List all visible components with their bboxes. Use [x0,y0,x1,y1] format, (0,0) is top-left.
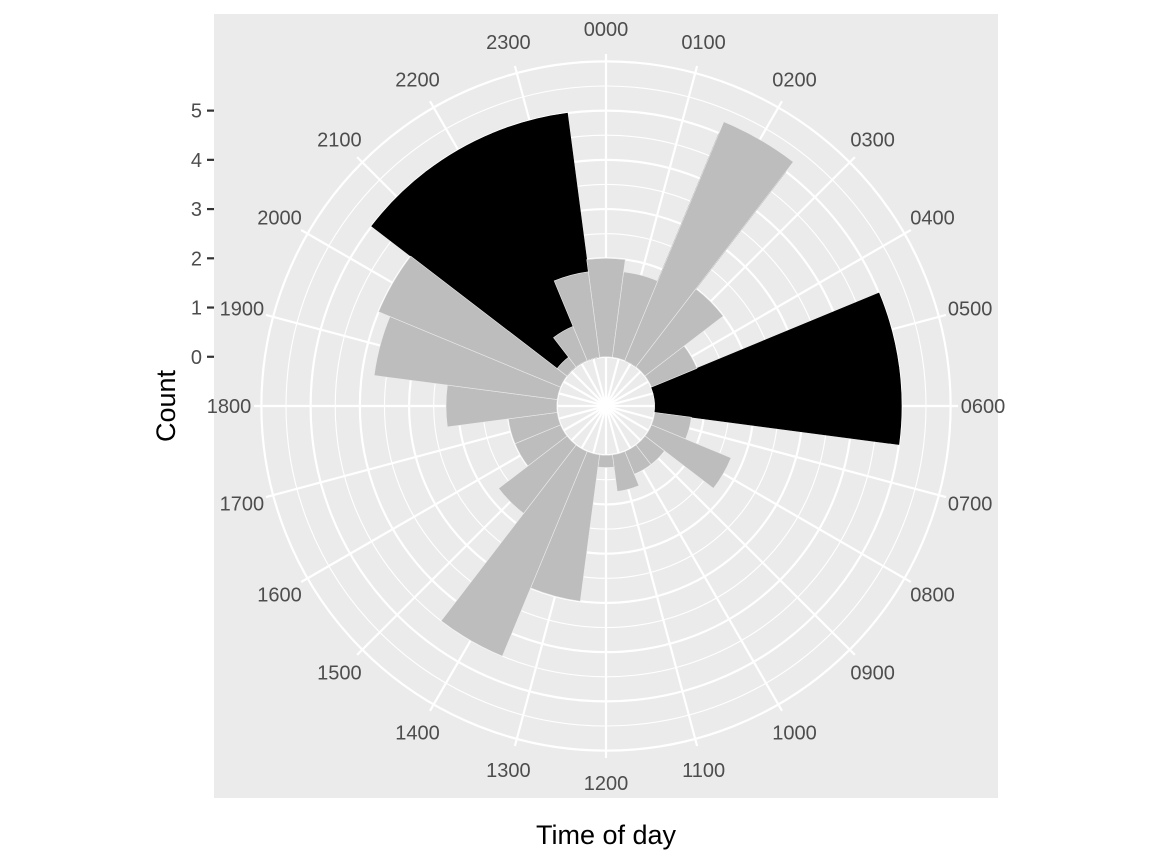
radial-tick-label: 1 [191,298,202,320]
angle-tick-label: 1500 [317,663,362,685]
radial-axis: 0 1 2 3 4 5 [191,101,214,369]
angle-tick-label: 1800 [207,396,252,418]
angle-tick-label: 0600 [961,396,1006,418]
angle-tick-label: 0000 [584,19,629,41]
angular-tick-labels: 0000 0100 0200 0300 0400 0500 0600 0700 0800 0900… [207,19,1006,795]
angle-tick-label: 0400 [910,208,955,230]
angle-tick-label: 0100 [681,32,726,54]
bar-1400 [440,444,588,657]
angle-tick-label: 0500 [948,298,993,320]
angle-tick-label: 1600 [257,585,302,607]
bar-0200 [624,121,794,368]
angle-tick-label: 0800 [910,585,955,607]
radial-tick-label: 0 [191,347,202,369]
radial-tick-label: 2 [191,248,202,270]
angle-tick-label: 1400 [395,722,440,744]
angle-tick-label: 1300 [486,760,531,782]
angle-tick-label: 2200 [395,70,440,92]
bar-1200 [597,454,615,468]
angle-tick-label: 1700 [220,494,265,516]
radial-tick-label: 5 [191,101,202,123]
angle-tick-label: 1900 [220,298,265,320]
angle-tick-label: 2100 [317,129,362,151]
y-axis-title: Count [151,369,181,442]
bar-0400 [644,345,698,388]
bar-0600 [654,367,902,445]
bar-layer [371,112,902,657]
angle-tick-label: 0900 [850,663,895,685]
angle-tick-label: 0700 [948,494,993,516]
radial-tick-label: 3 [191,199,202,221]
angle-tick-label: 0200 [772,70,817,92]
radial-tick-label: 4 [191,150,202,172]
angle-tick-label: 2300 [486,32,531,54]
bar-2300 [553,271,600,361]
angle-tick-label: 2000 [257,208,302,230]
angle-tick-label: 0300 [850,129,895,151]
angle-tick-label: 1200 [584,773,629,795]
angle-tick-label: 1100 [682,760,725,782]
bar-2000 [378,255,568,388]
x-axis-title: Time of day [536,820,677,850]
angle-tick-label: 1000 [772,722,817,744]
